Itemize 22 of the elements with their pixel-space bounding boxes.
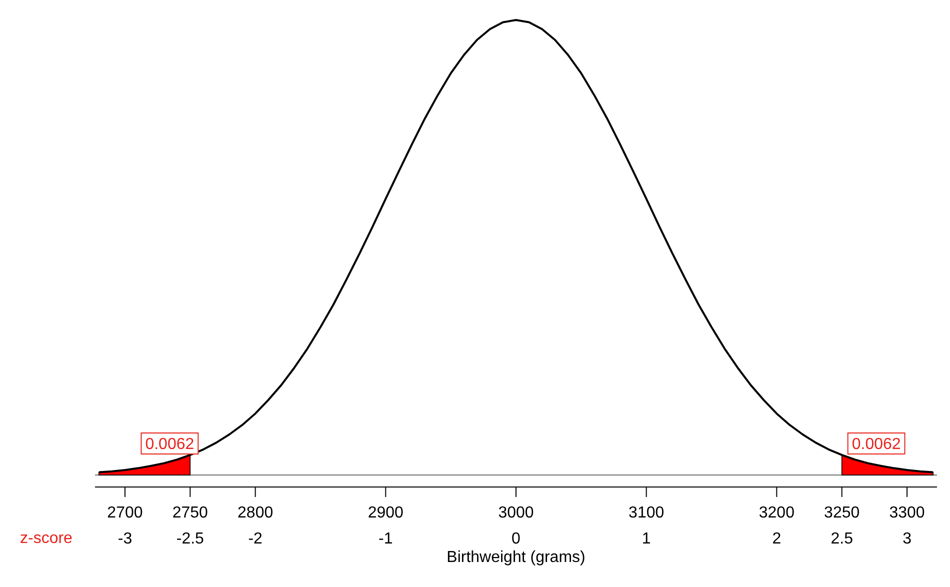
x2-tick-label: 3 [902, 530, 912, 548]
x2-tick-label: 0 [512, 530, 521, 548]
x2-axis-title: z-score [20, 530, 73, 547]
x2-tick-label: 2 [772, 530, 782, 548]
x-tick-label: 2800 [238, 504, 274, 522]
x-tick-label: 3250 [824, 504, 860, 522]
annotation: 0.0062 [145, 436, 194, 453]
x-tick-label: 3100 [628, 504, 664, 522]
annotation: 0.0062 [852, 436, 901, 453]
x2-tick-label: -1 [378, 530, 393, 548]
x-tick-label: 2900 [368, 504, 404, 522]
x2-tick-label: -3 [118, 530, 132, 548]
x2-tick-label: -2 [248, 530, 263, 548]
x2-tick-label: 2.5 [830, 530, 854, 548]
x-tick-label: 3200 [758, 504, 795, 522]
x-axis-title: Birthweight (grams) [446, 549, 586, 566]
x-tick-label: 3300 [889, 504, 925, 522]
x2-tick-label: -2.5 [176, 530, 204, 548]
x-tick-label: 2700 [107, 504, 143, 522]
x-tick-label: 3000 [498, 504, 534, 522]
x-tick-label: 2750 [172, 504, 208, 522]
x2-tick-label: 1 [642, 530, 651, 548]
